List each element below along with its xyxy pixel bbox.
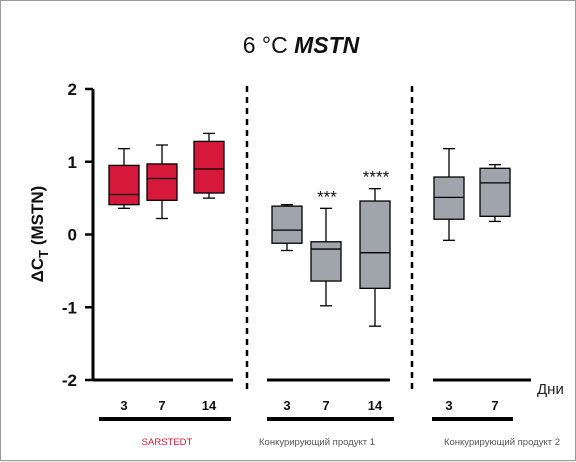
box-iqr — [108, 164, 140, 206]
x-axis-days-label: Дни — [537, 381, 564, 398]
significance-marker: *** — [317, 187, 337, 206]
box-iqr — [271, 205, 303, 244]
box-iqr — [433, 176, 465, 220]
x-category-label: 7 — [322, 398, 329, 413]
x-category-label: 3 — [120, 398, 127, 413]
x-category-label: 7 — [158, 398, 165, 413]
box-iqr — [310, 241, 342, 282]
y-tick-label: -2 — [62, 371, 77, 390]
group-name-label: Конкурирующий продукт 2 — [444, 437, 560, 448]
y-tick-label: 0 — [68, 226, 77, 245]
chart-title: 6 °C MSTN — [243, 32, 360, 58]
box-iqr — [193, 140, 225, 194]
x-category-label: 14 — [368, 398, 383, 413]
group-name-label: Конкурирующий продукт 1 — [259, 437, 375, 448]
x-category-label: 3 — [445, 398, 452, 413]
x-category-label: 14 — [202, 398, 217, 413]
chart-title-gene: MSTN — [294, 32, 360, 58]
group-name-label: SARSTEDT — [142, 437, 193, 448]
significance-marker: **** — [363, 168, 390, 187]
x-category-label: 7 — [491, 398, 498, 413]
box-iqr — [146, 163, 178, 201]
y-tick-label: 2 — [68, 80, 77, 99]
y-tick-label: 1 — [68, 153, 77, 172]
y-tick-label: -1 — [62, 298, 77, 317]
box-iqr — [479, 167, 511, 217]
box-iqr — [359, 200, 391, 289]
x-category-label: 3 — [283, 398, 290, 413]
y-axis-label: ΔCT (MSTN) — [28, 186, 51, 283]
